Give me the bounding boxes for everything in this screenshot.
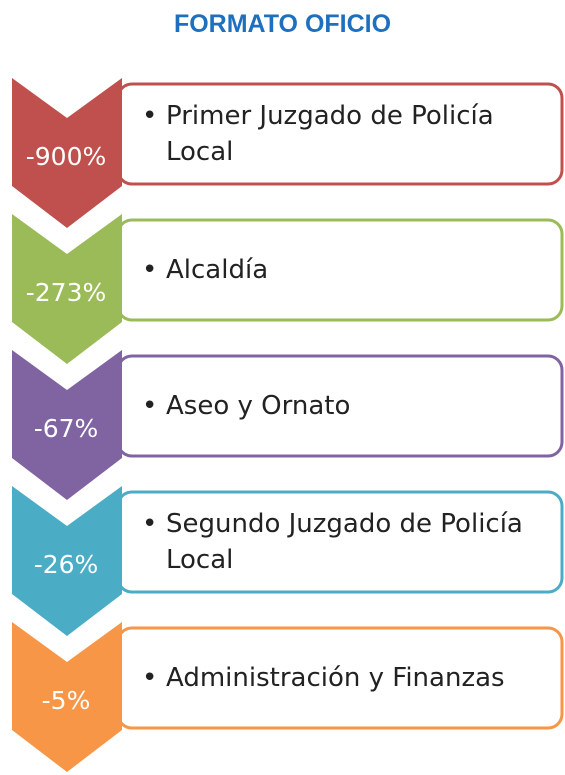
item-value: -273%	[25, 278, 107, 307]
item-value: -5%	[41, 686, 91, 715]
item-label: Alcaldía	[142, 220, 552, 320]
item-label: Administración y Finanzas	[142, 628, 552, 728]
item-value: -26%	[33, 550, 99, 579]
item-label-text: Alcaldía	[142, 252, 268, 288]
item-value: -900%	[25, 142, 107, 171]
item-label-text: Segundo Juzgado de Policía Local	[142, 506, 552, 578]
title: FORMATO OFICIO	[173, 10, 392, 38]
item-label-text: Aseo y Ornato	[142, 388, 350, 424]
item-label-text: Primer Juzgado de Policía Local	[142, 98, 552, 170]
item-label: Aseo y Ornato	[142, 356, 552, 456]
item-label: Primer Juzgado de Policía Local	[142, 84, 552, 184]
chevron	[12, 486, 122, 636]
item-value: -67%	[33, 414, 99, 443]
chevron	[12, 350, 122, 500]
item-label-text: Administración y Finanzas	[142, 660, 505, 696]
chevron	[12, 214, 122, 364]
chevron	[12, 78, 122, 228]
item-label: Segundo Juzgado de Policía Local	[142, 492, 552, 592]
chevron	[12, 622, 122, 772]
